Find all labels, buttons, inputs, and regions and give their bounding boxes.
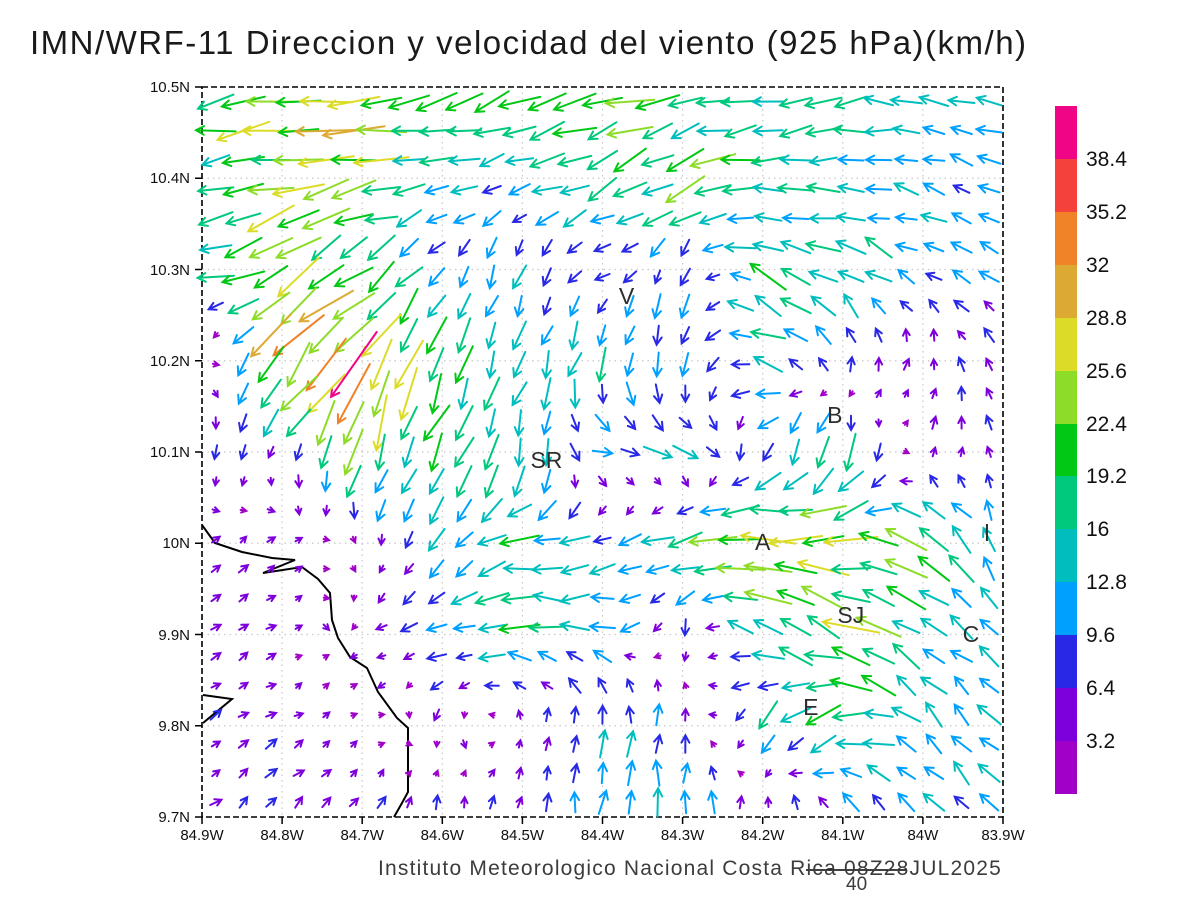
colorbar-label: 35.2 [1086, 200, 1127, 224]
colorbar-label: 19.2 [1086, 465, 1127, 489]
colorbar-segment [1055, 211, 1077, 266]
colorbar-segment [1055, 529, 1077, 583]
colorbar-segment [1055, 688, 1077, 742]
colorbar-segment [1055, 264, 1077, 319]
y-tick-label: 10.5N [149, 79, 190, 96]
colorbar-segment [1055, 582, 1077, 636]
colorbar-label: 25.6 [1086, 359, 1127, 383]
colorbar-label: 38.4 [1086, 147, 1127, 171]
colorbar-segment [1055, 158, 1077, 213]
city-label: SR [530, 447, 563, 474]
colorbar-segment [1055, 741, 1077, 795]
city-label: A [755, 529, 771, 556]
y-tick-label: 10.4N [149, 170, 190, 188]
y-tick-label: 10.2N [149, 352, 190, 370]
city-label: B [827, 401, 843, 428]
colorbar-label: 9.6 [1086, 624, 1116, 648]
y-tick-label: 10.3N [149, 261, 190, 279]
city-label: E [803, 693, 819, 720]
x-tick-label: 84.5W [500, 827, 545, 844]
x-tick-label: 84.1W [821, 827, 865, 844]
city-label: C [962, 620, 980, 647]
colorbar-segment [1055, 370, 1077, 425]
colorbar-segment [1055, 317, 1077, 372]
colorbar-label: 16 [1086, 518, 1110, 542]
x-tick-label: 84.6W [420, 827, 464, 844]
y-tick-label: 9.7N [158, 809, 190, 826]
colorbar-segment [1055, 423, 1077, 477]
x-tick-label: 84.8W [260, 827, 304, 844]
x-tick-label: 84.2W [741, 827, 785, 844]
y-tick-label: 10N [162, 535, 190, 553]
colorbar-label: 12.8 [1086, 571, 1127, 595]
colorbar-label: 32 [1086, 253, 1110, 277]
coastline [201, 524, 409, 818]
reference-vector-label: 40 [846, 874, 868, 895]
x-tick-label: 84W [907, 827, 939, 844]
plot-frame [195, 86, 1004, 824]
x-tick-label: 83.9W [981, 827, 1025, 844]
y-tick-label: 9.9N [158, 626, 190, 644]
city-label: V [618, 282, 635, 309]
colorbar-label: 3.2 [1086, 730, 1116, 754]
footer-caption: Instituto Meteorologico Nacional Costa R… [378, 857, 1003, 880]
x-tick-label: 84.3W [660, 827, 705, 844]
colorbar-label: 28.8 [1086, 306, 1127, 330]
x-tick-label: 84.7W [340, 827, 384, 844]
colorbar-segment [1055, 106, 1077, 160]
colorbar-label: 6.4 [1086, 677, 1116, 701]
colorbar-segment [1055, 635, 1077, 689]
wind-vector-field [193, 90, 1003, 818]
x-tick-label: 84.4W [580, 827, 625, 844]
colorbar-segment [1055, 476, 1077, 530]
colorbar-label: 22.4 [1086, 412, 1127, 436]
y-tick-label: 10.1N [149, 444, 190, 461]
page-title: IMN/WRF-11 Direccion y velocidad del vie… [30, 24, 1028, 61]
city-label: SJ [837, 602, 865, 629]
y-tick-label: 9.8N [158, 717, 190, 735]
x-tick-label: 84.9W [180, 827, 224, 844]
city-label: l [984, 520, 990, 547]
